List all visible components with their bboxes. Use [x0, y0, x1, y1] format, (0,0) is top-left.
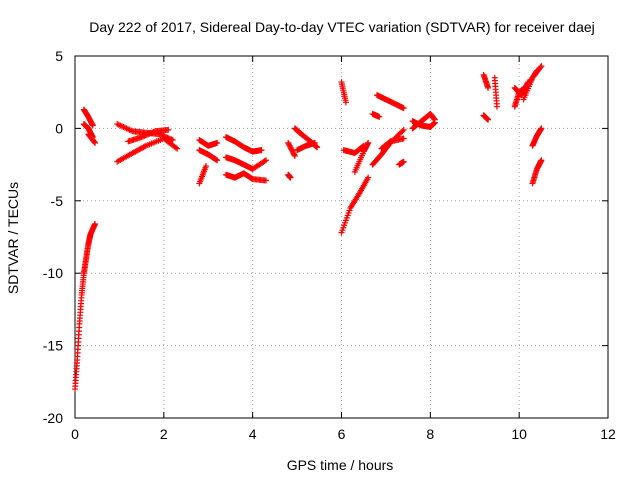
data-point: [520, 88, 527, 95]
data-points: [72, 63, 545, 393]
data-point: [399, 128, 406, 135]
y-axis-title: SDTVAR / TECUs: [5, 182, 21, 294]
x-tick-label: 2: [160, 426, 168, 442]
data-point: [493, 103, 500, 110]
x-tick-label: 8: [426, 426, 434, 442]
data-point: [376, 113, 383, 120]
data-point: [291, 152, 298, 159]
data-point: [288, 146, 295, 153]
y-tick-label: -5: [51, 193, 64, 209]
data-point: [521, 85, 528, 92]
chart-title: Day 222 of 2017, Sidereal Day-to-day VTE…: [89, 19, 595, 35]
data-point: [521, 86, 528, 93]
data-point: [290, 150, 297, 157]
data-point: [485, 116, 492, 123]
data-point: [523, 82, 530, 89]
data-point: [525, 79, 532, 86]
grid-lines: [75, 56, 608, 418]
data-point: [537, 64, 544, 71]
data-point: [519, 90, 526, 97]
data-point: [522, 84, 529, 91]
data-point: [286, 142, 293, 149]
y-tick-label: -15: [43, 338, 63, 354]
data-point: [172, 144, 179, 151]
data-point: [519, 89, 526, 96]
data-point: [165, 126, 172, 133]
data-point: [524, 80, 531, 87]
data-point: [287, 174, 294, 181]
data-point: [91, 220, 98, 227]
data-point: [365, 139, 372, 146]
data-point: [91, 139, 98, 146]
data-point: [400, 158, 407, 165]
data-point: [91, 139, 98, 146]
x-tick-label: 0: [71, 426, 79, 442]
data-point: [538, 63, 545, 70]
data-point: [285, 141, 292, 148]
data-point: [342, 99, 349, 106]
data-point: [214, 139, 221, 146]
y-tick-label: -20: [43, 410, 63, 426]
data-point: [203, 163, 210, 170]
data-point: [396, 130, 403, 137]
data-point: [262, 177, 269, 184]
data-point: [289, 149, 296, 156]
x-tick-label: 12: [600, 426, 616, 442]
data-point: [258, 147, 265, 154]
data-point: [400, 135, 407, 142]
data-point: [311, 139, 318, 146]
data-point: [314, 144, 321, 151]
x-tick-label: 10: [511, 426, 527, 442]
data-point: [214, 157, 221, 164]
data-point: [538, 125, 545, 132]
data-point: [285, 139, 292, 146]
x-tick-label: 6: [338, 426, 346, 442]
data-point: [365, 174, 372, 181]
data-point: [287, 145, 294, 152]
data-point: [169, 136, 176, 143]
data-point: [89, 122, 96, 129]
data-point: [485, 84, 492, 91]
axis-ticks: 0 2 4 6 8 10 12 -20 -15 -10 -5 0 5: [43, 48, 616, 442]
data-point: [141, 143, 148, 150]
data-point: [518, 92, 525, 99]
data-point: [287, 143, 294, 150]
data-point: [398, 129, 405, 136]
data-point: [174, 145, 181, 152]
data-point: [400, 126, 407, 133]
data-point: [431, 119, 438, 126]
y-tick-label: -10: [43, 265, 63, 281]
x-tick-label: 4: [249, 426, 257, 442]
data-point: [400, 105, 407, 112]
y-tick-label: 0: [55, 120, 63, 136]
x-axis-title: GPS time / hours: [287, 457, 394, 473]
y-tick-label: 5: [55, 48, 63, 64]
data-point: [261, 158, 268, 165]
data-point: [538, 157, 545, 164]
data-point: [291, 151, 298, 158]
data-point: [262, 157, 269, 164]
data-point: [523, 81, 530, 88]
